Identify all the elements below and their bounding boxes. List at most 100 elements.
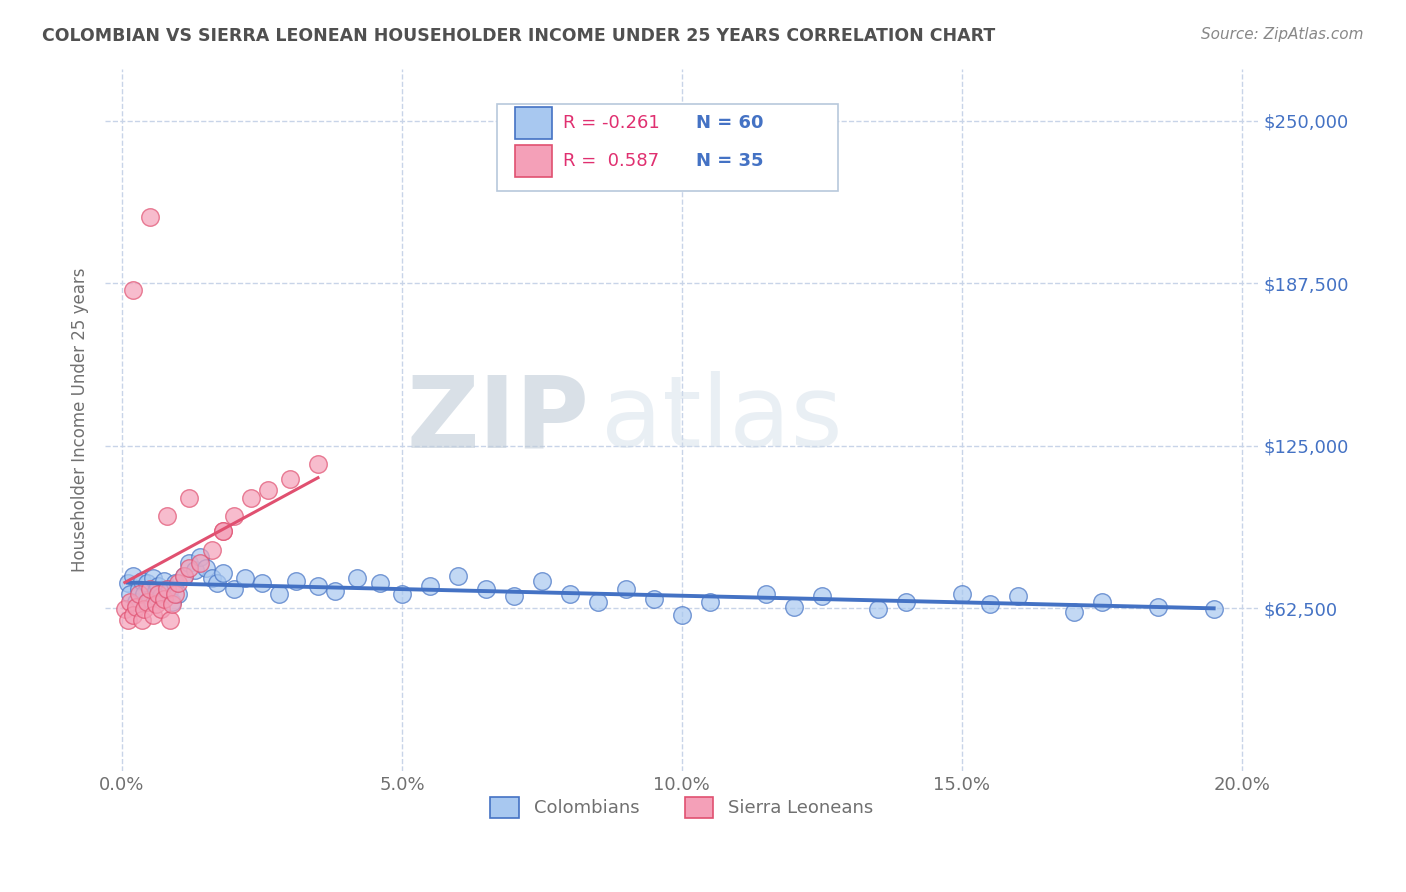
Point: [323, 584, 346, 599]
Point: [200, 571, 222, 585]
Point: [150, 602, 173, 616]
Point: [190, 556, 212, 570]
Point: [671, 607, 693, 622]
Point: [139, 210, 162, 224]
Point: [614, 582, 637, 596]
Point: [699, 594, 721, 608]
Text: N = 35: N = 35: [696, 152, 763, 169]
Point: [222, 508, 245, 523]
Point: [222, 582, 245, 596]
Point: [125, 594, 148, 608]
Point: [586, 594, 609, 608]
Point: [346, 571, 368, 585]
Point: [1063, 605, 1085, 619]
Text: COLOMBIAN VS SIERRA LEONEAN HOUSEHOLDER INCOME UNDER 25 YEARS CORRELATION CHART: COLOMBIAN VS SIERRA LEONEAN HOUSEHOLDER …: [42, 27, 995, 45]
Point: [179, 561, 201, 575]
Point: [128, 582, 150, 596]
Point: [145, 584, 167, 599]
Point: [142, 607, 165, 622]
Point: [250, 576, 273, 591]
Point: [211, 566, 233, 580]
FancyBboxPatch shape: [515, 145, 551, 178]
Point: [150, 590, 173, 604]
Point: [139, 592, 162, 607]
Point: [195, 561, 218, 575]
Point: [267, 587, 290, 601]
Point: [131, 613, 153, 627]
Point: [134, 587, 156, 601]
Point: [145, 597, 167, 611]
Point: [530, 574, 553, 588]
Point: [184, 564, 207, 578]
Point: [128, 587, 150, 601]
Point: [284, 574, 307, 588]
Point: [1202, 602, 1225, 616]
Point: [122, 607, 145, 622]
Point: [114, 602, 136, 616]
Point: [475, 582, 498, 596]
Point: [156, 587, 179, 601]
Text: Source: ZipAtlas.com: Source: ZipAtlas.com: [1201, 27, 1364, 42]
Point: [307, 457, 329, 471]
Point: [165, 576, 187, 591]
Point: [643, 592, 665, 607]
Point: [755, 587, 778, 601]
Point: [256, 483, 278, 497]
Point: [950, 587, 973, 601]
Point: [122, 568, 145, 582]
Point: [156, 508, 179, 523]
Point: [307, 579, 329, 593]
Point: [125, 599, 148, 614]
Point: [810, 590, 832, 604]
Point: [162, 597, 184, 611]
Point: [117, 613, 139, 627]
Point: [179, 491, 201, 505]
Text: ZIP: ZIP: [406, 371, 589, 468]
Text: N = 60: N = 60: [696, 113, 763, 132]
Point: [136, 594, 159, 608]
Point: [167, 576, 190, 591]
Point: [162, 594, 184, 608]
Text: R = -0.261: R = -0.261: [562, 113, 659, 132]
Point: [167, 587, 190, 601]
Point: [205, 576, 228, 591]
Point: [120, 594, 142, 608]
Point: [165, 587, 187, 601]
Point: [148, 587, 170, 601]
Point: [190, 550, 212, 565]
Point: [558, 587, 581, 601]
Point: [148, 579, 170, 593]
Point: [1007, 590, 1029, 604]
Point: [159, 613, 181, 627]
Point: [211, 524, 233, 539]
Point: [117, 576, 139, 591]
Point: [120, 587, 142, 601]
Point: [866, 602, 889, 616]
Point: [368, 576, 391, 591]
Point: [153, 574, 176, 588]
Point: [173, 568, 195, 582]
Point: [419, 579, 441, 593]
Point: [447, 568, 470, 582]
FancyBboxPatch shape: [498, 103, 838, 192]
Point: [142, 571, 165, 585]
Point: [200, 542, 222, 557]
Point: [391, 587, 413, 601]
Point: [239, 491, 262, 505]
Legend: Colombians, Sierra Leoneans: Colombians, Sierra Leoneans: [484, 789, 880, 825]
Point: [153, 592, 176, 607]
Point: [179, 556, 201, 570]
Point: [1146, 599, 1168, 614]
Point: [134, 602, 156, 616]
Point: [139, 582, 162, 596]
Point: [156, 582, 179, 596]
Point: [173, 568, 195, 582]
Point: [502, 590, 524, 604]
Point: [159, 582, 181, 596]
FancyBboxPatch shape: [515, 107, 551, 139]
Point: [1091, 594, 1114, 608]
Point: [233, 571, 256, 585]
Text: atlas: atlas: [602, 371, 842, 468]
Point: [979, 597, 1001, 611]
Point: [894, 594, 917, 608]
